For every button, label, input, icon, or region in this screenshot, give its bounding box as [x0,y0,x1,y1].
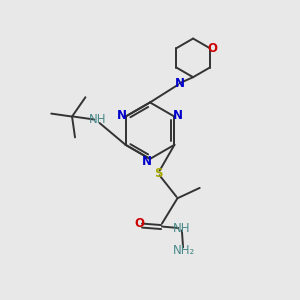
Text: NH: NH [88,113,106,126]
Text: S: S [154,167,162,179]
Text: N: N [173,109,183,122]
Text: NH₂: NH₂ [172,244,195,257]
Text: N: N [141,155,152,168]
Text: N: N [117,109,127,122]
Text: NH: NH [172,221,190,235]
Text: N: N [175,76,185,90]
Text: O: O [207,42,217,55]
Text: O: O [134,217,144,230]
